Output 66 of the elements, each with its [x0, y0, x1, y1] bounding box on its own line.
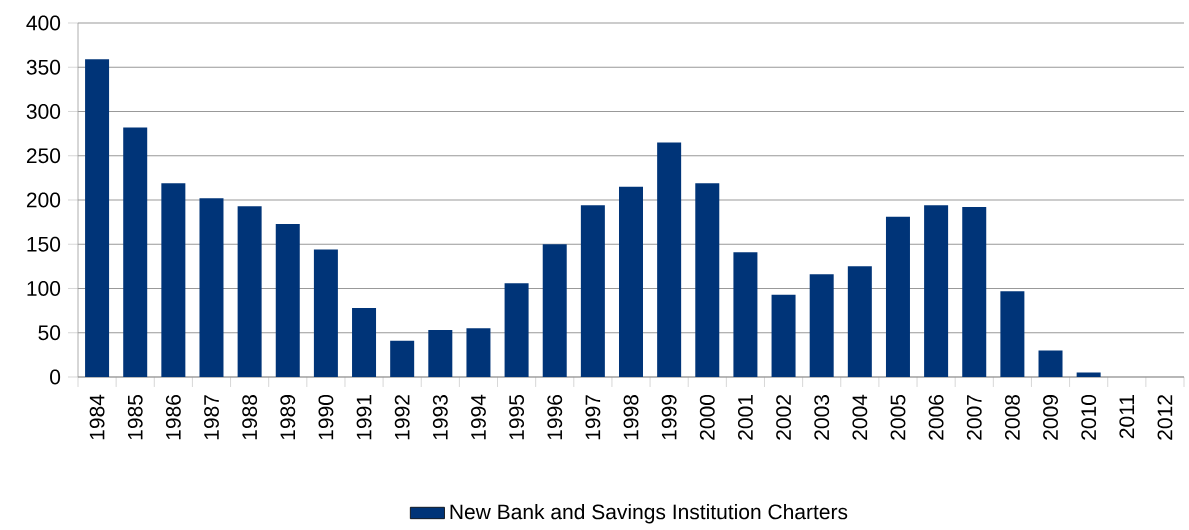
bar: [390, 340, 415, 377]
x-tick-label: 1984: [89, 394, 105, 440]
x-tick-label: 1994: [471, 394, 486, 440]
x-tick-label: 2005: [890, 394, 906, 440]
bar: [619, 186, 643, 377]
bar: [657, 142, 682, 377]
bar: [809, 274, 834, 377]
x-tick-label: 2012: [1157, 395, 1173, 440]
legend-label: New Bank and Savings Institution Charters: [450, 503, 848, 524]
x-tick-label: 1992: [394, 395, 410, 440]
y-tick-label: 400: [26, 15, 61, 31]
y-tick-label: 300: [26, 104, 61, 119]
x-tick-label: 1998: [623, 394, 639, 440]
y-tick-label: 0: [50, 369, 61, 385]
bar: [695, 183, 720, 377]
bar: [1038, 350, 1063, 377]
x-tick-label: 2009: [1043, 395, 1058, 440]
bar: [771, 294, 796, 377]
x-tick-label: 1999: [661, 395, 677, 440]
x-tick-label: 2004: [852, 394, 868, 440]
bar: [85, 59, 110, 377]
x-tick-label: 2001: [738, 395, 753, 440]
bar: [885, 216, 910, 377]
y-tick-label: 150: [27, 236, 61, 252]
x-tick-label: 1997: [585, 395, 601, 440]
x-tick-label: 2000: [699, 394, 715, 440]
bar: [352, 307, 377, 377]
x-tick-label: 1993: [432, 394, 448, 440]
x-tick-label: 2006: [928, 394, 944, 440]
bar: [199, 198, 224, 377]
x-tick-label: 1987: [204, 395, 219, 440]
x-tick-label: 2008: [1004, 394, 1020, 440]
bar: [1000, 291, 1025, 377]
bar: [847, 266, 872, 377]
x-tick-label: 1988: [242, 394, 258, 440]
x-tick-label: 1995: [509, 394, 525, 440]
x-tick-label: 1986: [165, 394, 181, 440]
x-tick-label: 2011: [1119, 395, 1135, 439]
bar: [275, 223, 300, 377]
x-tick-label: 1991: [356, 395, 372, 440]
bar: [962, 207, 987, 377]
bar: [733, 252, 758, 377]
x-tick-label: 2010: [1081, 394, 1097, 440]
x-tick-label: 1989: [280, 395, 296, 440]
x-tick-label: 1996: [547, 394, 563, 440]
y-tick-label: 350: [26, 59, 61, 75]
bar: [313, 249, 338, 377]
bar: [161, 183, 186, 377]
x-tick-label: 1985: [127, 394, 143, 440]
bar: [542, 244, 567, 377]
bar: [1076, 372, 1101, 377]
bar: [428, 330, 453, 377]
y-tick-label: 100: [27, 281, 61, 296]
y-tick-label: 200: [26, 192, 61, 208]
x-tick-label: 1990: [318, 394, 334, 440]
bar: [504, 283, 529, 377]
y-tick-label: 50: [38, 325, 61, 341]
bar: [466, 328, 491, 377]
bar: [924, 205, 949, 377]
y-tick-label: 250: [26, 148, 61, 164]
bar: [123, 127, 148, 377]
bar: [237, 206, 262, 377]
x-tick-label: 2007: [966, 395, 982, 440]
bar: [580, 205, 605, 377]
x-tick-label: 2003: [814, 394, 830, 440]
x-tick-label: 2002: [776, 395, 791, 440]
